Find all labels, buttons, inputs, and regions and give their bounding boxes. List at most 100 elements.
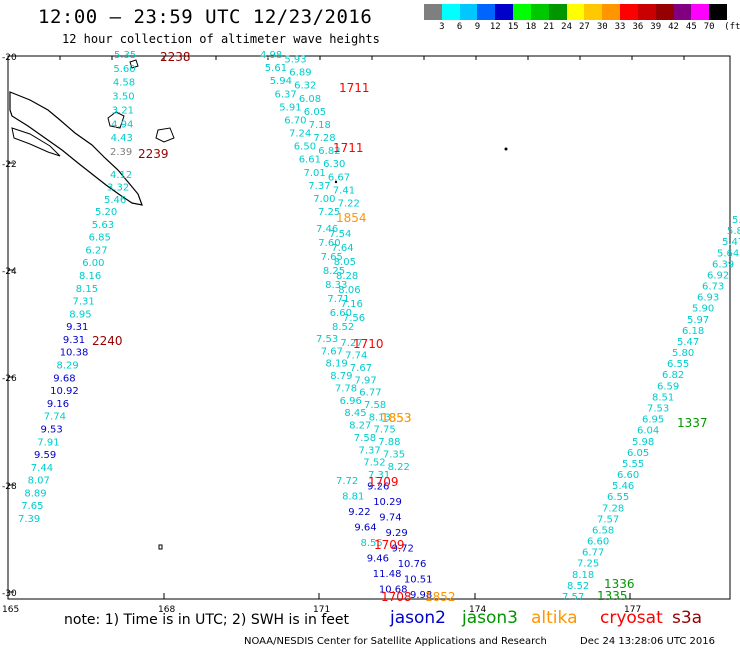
swh-value-label: 8.33 [325,280,347,291]
swh-value-label: 8.55 [361,538,383,549]
swh-value-label: 7.31 [73,297,95,308]
small-island [129,59,139,69]
colorbar-tick-label: 36 [632,22,644,32]
colorbar-swatch [620,4,638,20]
swh-value-label: 7.64 [331,243,353,254]
swh-value-label: 7.31 [368,470,390,481]
map-frame [7,55,731,600]
swh-value-label: 7.44 [31,463,53,474]
small-island [504,147,508,151]
swh-value-label: 7.65 [321,252,343,263]
swh-value-label: 6.27 [85,245,107,256]
swh-value-label: 7.57 [597,514,619,525]
colorbar-tick-label: 18 [525,22,537,32]
swh-value-label: 9.31 [66,322,88,333]
colorbar-tick-label: 9 [474,22,481,32]
swh-value-label: 7.65 [21,501,43,512]
pass-time-label: 1709 [368,475,399,489]
map-subtitle: 12 hour collection of altimeter wave hei… [62,32,380,46]
lat-label: -24 [2,267,17,277]
swh-value-label: 5.98 [632,437,654,448]
swh-value-label: 6.30 [323,159,345,170]
colorbar-swatch [548,4,567,20]
swh-value-label: 5.82 [727,226,740,237]
satellite-name-altika: altika [531,608,578,628]
swh-value-label: 5.46 [612,481,634,492]
colorbar-tick-label: 39 [650,22,662,32]
swh-value-label: 6.00 [82,258,104,269]
swh-value-label: 6.05 [304,107,326,118]
swh-value-label: 6.58 [592,526,614,537]
swh-value-label: 5.97 [687,315,709,326]
swh-value-label: 6.04 [637,426,659,437]
colorbar-swatch [513,4,531,20]
new-caledonia-coastline [9,91,143,206]
swh-value-label: 8.52 [567,581,589,592]
swh-value-label: 9.74 [379,513,401,524]
footer-note: note: 1) Time is in UTC; 2) SWH is in fe… [64,612,350,628]
lon-label: 177 [624,605,641,615]
small-island [334,180,338,184]
swh-value-label: 6.50 [294,142,316,153]
swh-value-label: 6.92 [707,270,729,281]
colorbar-swatch [530,4,549,20]
swh-value-label: 9.29 [386,528,408,539]
colorbar-swatch [441,4,460,20]
swh-value-label: 6.82 [662,370,684,381]
swh-value-label: 7.91 [37,437,59,448]
swh-value-label: 7.72 [336,476,358,487]
swh-value-label: 6.70 [284,115,306,126]
swh-value-label: 7.24 [289,129,311,140]
colorbar-tick-label: 6 [456,22,463,32]
swh-value-label: 8.45 [344,408,366,419]
swh-value-label: 6.60 [330,308,352,319]
swh-value-label: 7.67 [321,346,343,357]
swh-value-label: 5.91 [279,102,301,113]
colorbar-tick-label: 45 [685,22,697,32]
swh-value-label: 4.12 [110,170,132,181]
swh-value-label: 8.27 [349,421,371,432]
pass-time-label: 1711 [333,141,364,155]
swh-value-label: 6.37 [275,89,297,100]
swh-value-label: 7.25 [577,559,599,570]
colorbar-tick-label: 15 [507,22,519,32]
loyalty-island [107,111,125,129]
pass-time-label: 1853 [381,411,412,425]
swh-value-label: 5.90 [692,304,714,315]
colorbar-swatch [691,4,710,20]
swh-value-label: 3.50 [112,92,134,103]
swh-value-label: 4.58 [113,78,135,89]
swh-value-label: 5.35 [114,50,136,61]
swh-value-label: 7.60 [318,238,340,249]
swh-value-label: 7.52 [363,458,385,469]
swh-value-label: 6.18 [682,326,704,337]
lat-label: -20 [2,53,17,63]
swh-value-label: 6.61 [299,155,321,166]
swh-value-label: 8.81 [342,492,364,503]
swh-value-label: 7.74 [345,351,367,362]
colorbar-swatch [584,4,603,20]
swh-value-label: 6.67 [328,172,350,183]
swh-value-label: 7.37 [308,181,330,192]
map-title: 12:00 – 23:59 UTC 12/23/2016 [38,6,373,28]
pass-time-label: 1708 [381,590,412,604]
lat-label: -22 [2,160,17,170]
swh-value-label: 8.51 [652,392,674,403]
swh-value-label: 7.54 [329,229,351,240]
swh-value-label: 6.89 [289,68,311,79]
swh-value-label: 5.80 [672,348,694,359]
swh-value-label: 8.18 [572,570,594,581]
colorbar-tick-label: 21 [543,22,555,32]
satellite-name-jason3: jason3 [462,608,518,628]
swh-value-label: 7.25 [318,207,340,218]
colorbar-swatch [655,4,674,20]
swh-value-label: 7.97 [355,375,377,386]
small-island [158,544,163,550]
swh-value-label: 9.16 [47,399,69,410]
swh-value-label: 6.55 [667,359,689,370]
lat-label: -26 [2,374,17,384]
colorbar-tick-label: 24 [561,22,572,32]
swh-value-label: 8.16 [79,271,101,282]
